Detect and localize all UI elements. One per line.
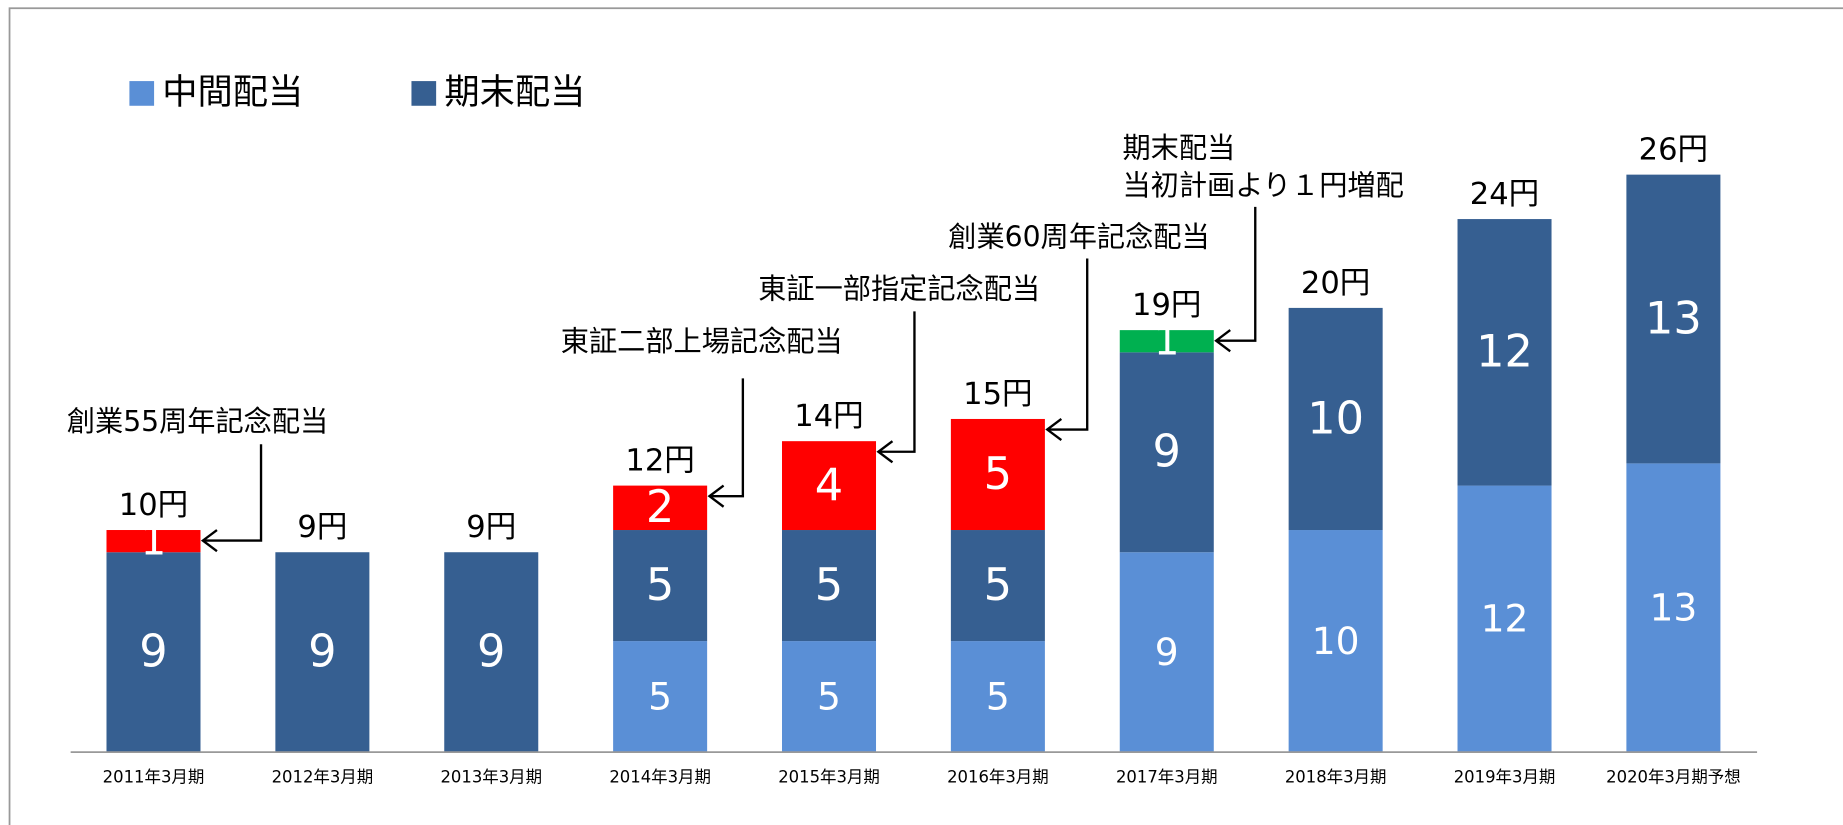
bar-segment xyxy=(950,530,1045,642)
bar-segment xyxy=(1119,330,1214,353)
segment-label: 5 xyxy=(648,674,672,718)
bar-segment xyxy=(1288,307,1383,531)
annotation-text: 創業55周年記念配当 xyxy=(67,405,328,438)
bar-segment xyxy=(1288,530,1383,753)
segment-label: 2 xyxy=(646,481,674,533)
annotation-text: 東証二部上場記念配当 xyxy=(561,325,843,358)
segment-label: 5 xyxy=(815,559,843,611)
bar-segment xyxy=(613,641,708,753)
x-tick-label: 2017年3月期 xyxy=(1116,767,1218,786)
annotation-text: 当初計画より１円増配 xyxy=(1122,169,1403,202)
annotation-text: 創業60周年記念配当 xyxy=(948,221,1209,254)
arrow-head xyxy=(200,529,218,553)
segment-label: 9 xyxy=(1153,426,1181,478)
x-tick-label: 2020年3月期予想 xyxy=(1606,767,1740,786)
segment-label: 10 xyxy=(1307,392,1364,444)
total-label: 26円 xyxy=(1639,133,1708,168)
annotation-arrow xyxy=(878,311,916,453)
legend-label: 期末配当 xyxy=(444,72,585,113)
segment-label: 9 xyxy=(477,626,505,678)
bar-segment xyxy=(1457,219,1552,486)
total-label: 15円 xyxy=(963,377,1032,412)
bar-segment xyxy=(106,552,201,753)
arrow-head xyxy=(1045,418,1063,442)
annotation-arrow xyxy=(202,444,263,542)
annotation-text: 東証一部指定記念配当 xyxy=(758,272,1040,305)
segment-label: 13 xyxy=(1645,292,1702,344)
x-tick-label: 2018年3月期 xyxy=(1285,767,1387,786)
annotation-text: 期末配当 xyxy=(1122,131,1235,164)
bar-segment xyxy=(444,552,539,753)
segment-label: 4 xyxy=(815,459,843,511)
segment-label: 10 xyxy=(1312,619,1360,663)
segment-label: 12 xyxy=(1476,326,1533,378)
segment-label: 9 xyxy=(1155,630,1179,674)
bar-segment xyxy=(1626,463,1721,753)
bar-segment xyxy=(275,552,370,753)
total-label: 20円 xyxy=(1301,266,1370,301)
segment-label: 9 xyxy=(139,626,167,678)
x-tick-label: 2013年3月期 xyxy=(440,767,542,786)
total-label: 24円 xyxy=(1470,177,1539,212)
segment-label: 5 xyxy=(984,448,1012,500)
total-label: 9円 xyxy=(466,510,516,545)
arrow-head xyxy=(707,484,725,508)
bar-segment xyxy=(782,530,877,642)
bar-segment xyxy=(106,530,201,553)
total-label: 10円 xyxy=(119,488,188,523)
bar-segment xyxy=(613,530,708,642)
segment-label: 9 xyxy=(308,626,336,678)
segment-label: 12 xyxy=(1481,597,1529,641)
legend-swatch xyxy=(129,81,155,106)
arrow-head xyxy=(1214,329,1231,353)
x-tick-label: 2014年3月期 xyxy=(609,767,711,786)
legend-label: 中間配当 xyxy=(162,72,303,113)
bar-segment xyxy=(1119,352,1214,553)
legend-swatch xyxy=(411,81,437,106)
bar-segment xyxy=(1626,174,1721,464)
segment-label: 5 xyxy=(986,674,1010,718)
bar-segment xyxy=(950,641,1045,753)
bar-segment xyxy=(782,641,877,753)
segment-label: 5 xyxy=(646,559,674,611)
segment-label: 13 xyxy=(1649,586,1697,630)
x-tick-label: 2016年3月期 xyxy=(947,767,1049,786)
bar-segment xyxy=(613,485,708,531)
bar-segment xyxy=(1119,552,1214,753)
bar-segment xyxy=(1457,485,1552,753)
segment-label: 5 xyxy=(984,559,1012,611)
annotation-arrow xyxy=(1047,258,1089,431)
segment-label: 1 xyxy=(1154,319,1179,365)
x-tick-label: 2019年3月期 xyxy=(1454,767,1556,786)
annotation-arrow xyxy=(709,378,745,498)
bar-segment xyxy=(782,441,877,531)
total-label: 9円 xyxy=(297,510,347,545)
total-label: 19円 xyxy=(1132,288,1201,323)
bar-segment xyxy=(950,418,1045,531)
total-label: 14円 xyxy=(794,399,863,434)
total-label: 12円 xyxy=(625,444,694,479)
x-tick-label: 2011年3月期 xyxy=(103,767,205,786)
x-tick-label: 2012年3月期 xyxy=(272,767,374,786)
x-tick-label: 2015年3月期 xyxy=(778,767,880,786)
annotation-arrow xyxy=(1216,206,1257,342)
arrow-head xyxy=(876,440,894,464)
segment-label: 5 xyxy=(817,674,841,718)
segment-label: 1 xyxy=(141,518,166,564)
